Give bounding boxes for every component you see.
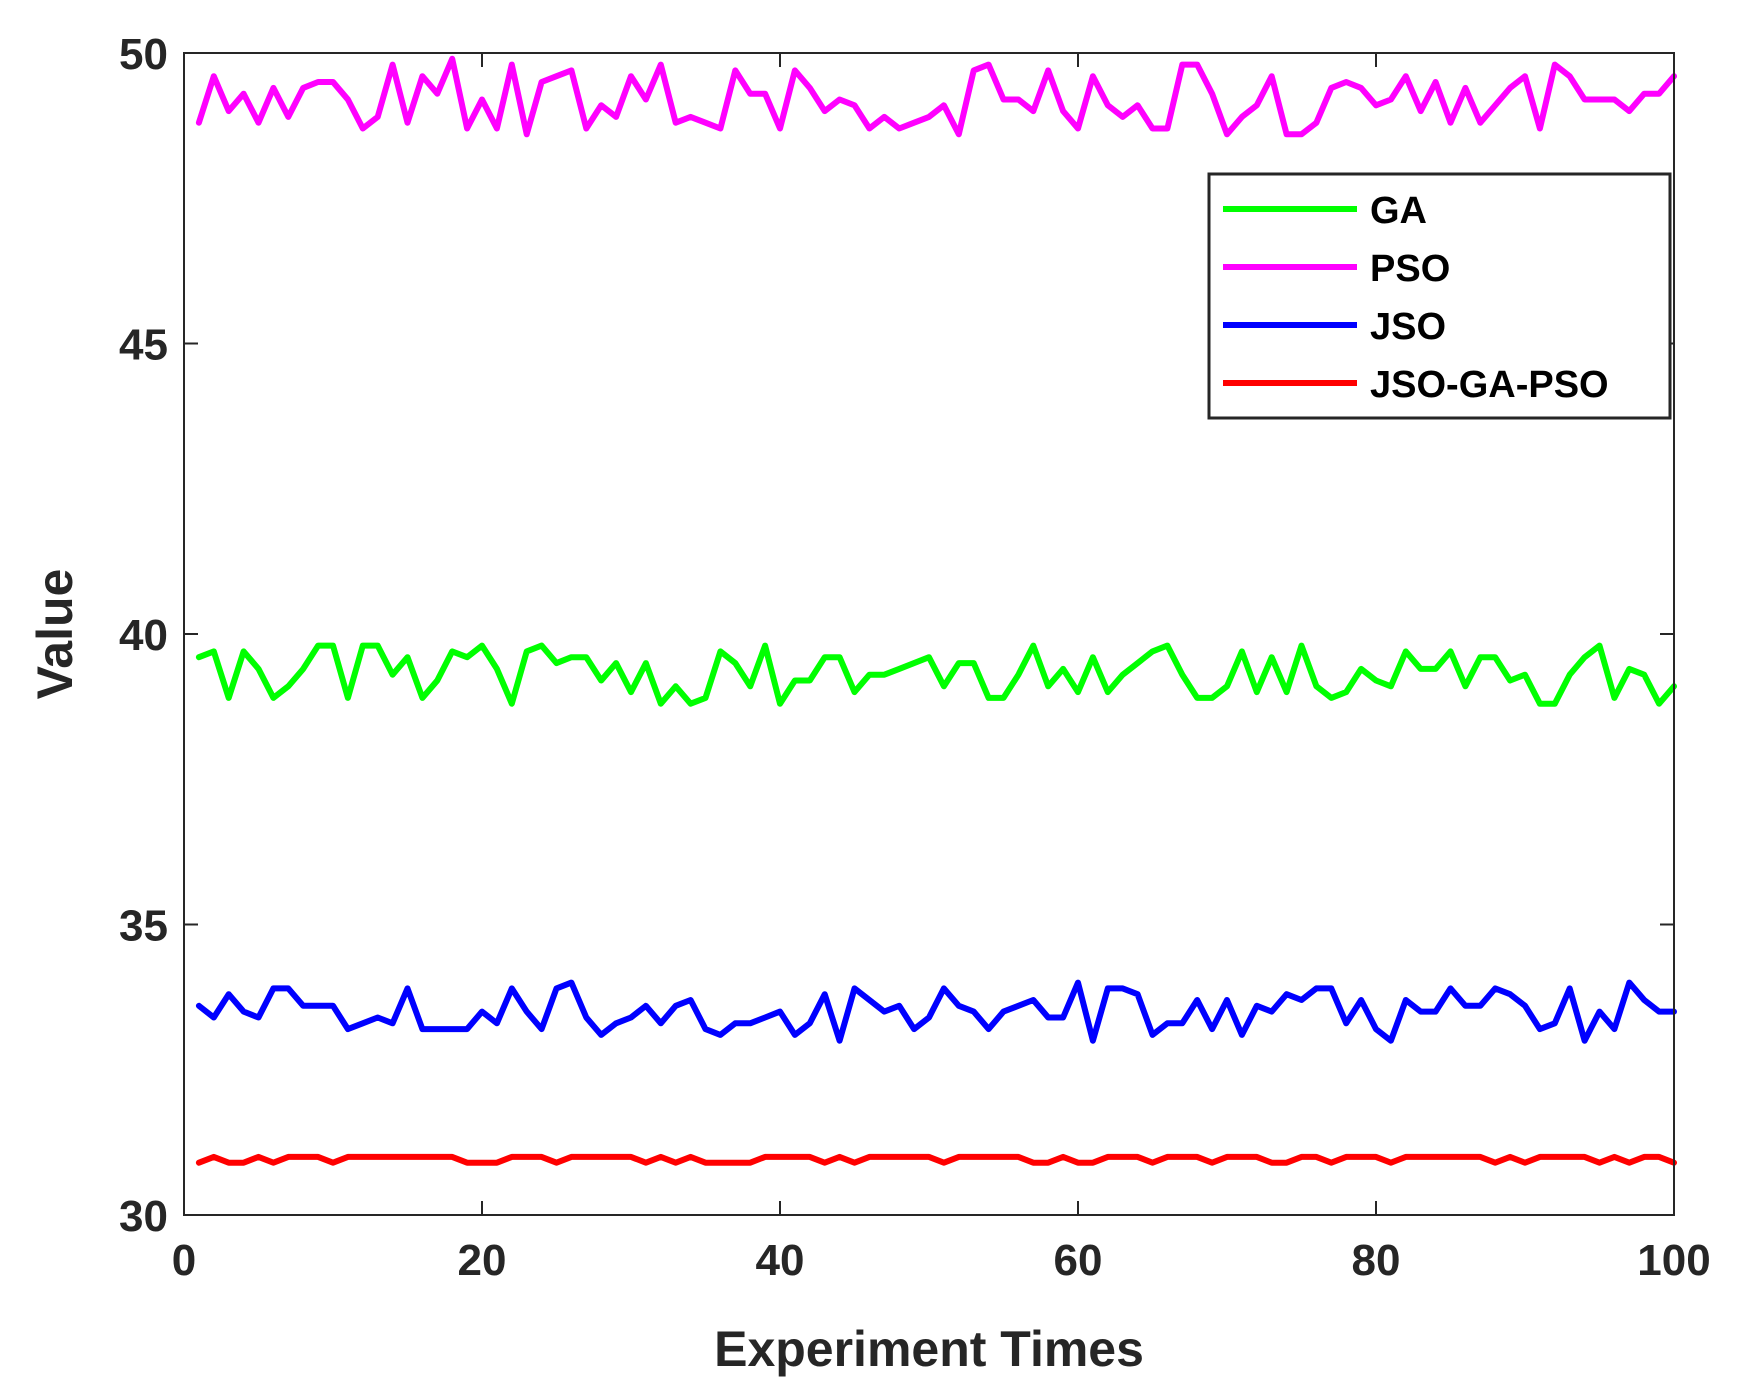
series-line-jso-ga-pso xyxy=(195,1153,1677,1166)
series-line-pso xyxy=(195,55,1677,138)
x-tick-label: 100 xyxy=(1637,1236,1710,1285)
x-tick-label: 20 xyxy=(458,1236,507,1285)
y-tick-label: 30 xyxy=(119,1192,168,1241)
x-tick-label: 60 xyxy=(1054,1236,1103,1285)
y-tick-labels: 30 35 40 45 50 xyxy=(119,30,168,1241)
x-tick-label: 0 xyxy=(172,1236,196,1285)
legend-label-jso-ga-pso: JSO-GA-PSO xyxy=(1370,364,1609,406)
y-axis-label: Value xyxy=(27,569,83,700)
legend-label-ga: GA xyxy=(1370,190,1427,232)
legend-label-pso: PSO xyxy=(1370,248,1450,290)
x-tick-label: 40 xyxy=(756,1236,805,1285)
series-layer xyxy=(195,55,1677,1166)
legend-box xyxy=(1207,172,1672,420)
y-tick-label: 45 xyxy=(119,321,168,370)
series-line-jso xyxy=(195,979,1677,1044)
tick-marks xyxy=(183,52,1675,1216)
series-line-ga xyxy=(195,642,1677,707)
y-tick-label: 35 xyxy=(119,902,168,951)
y-tick-label: 40 xyxy=(119,611,168,660)
x-tick-labels: 0 20 40 60 80 100 xyxy=(172,1236,1711,1285)
legend: GA PSO JSO JSO-GA-PSO xyxy=(1207,172,1672,420)
x-tick-label: 80 xyxy=(1352,1236,1401,1285)
y-tick-label: 50 xyxy=(119,30,168,79)
x-axis-label: Experiment Times xyxy=(714,1321,1144,1377)
legend-label-jso: JSO xyxy=(1370,306,1446,348)
